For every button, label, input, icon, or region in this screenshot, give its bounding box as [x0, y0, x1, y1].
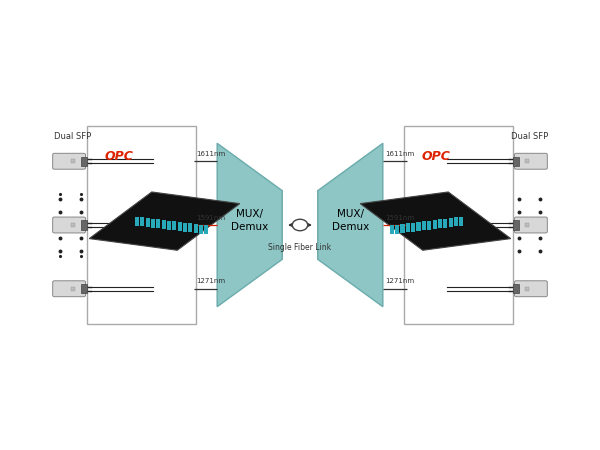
Bar: [513, 220, 519, 230]
Text: MUX/
Demux: MUX/ Demux: [231, 209, 268, 232]
Bar: [422, 221, 426, 230]
Circle shape: [292, 219, 308, 231]
Text: OPC: OPC: [104, 150, 133, 163]
FancyBboxPatch shape: [53, 281, 86, 297]
Bar: [443, 219, 448, 228]
Bar: [178, 222, 182, 231]
Bar: [194, 224, 198, 233]
Bar: [199, 225, 203, 234]
Bar: [156, 219, 160, 228]
Bar: [526, 287, 529, 291]
Text: 1271nm: 1271nm: [196, 278, 225, 284]
Bar: [513, 157, 519, 166]
Text: Dual SFP: Dual SFP: [53, 132, 91, 141]
FancyBboxPatch shape: [514, 281, 547, 297]
FancyBboxPatch shape: [53, 153, 86, 169]
Bar: [416, 222, 421, 231]
Text: 1271nm: 1271nm: [385, 278, 415, 284]
Bar: [172, 221, 176, 230]
Bar: [146, 218, 149, 227]
Bar: [438, 219, 442, 228]
Bar: [433, 220, 437, 229]
Polygon shape: [318, 143, 383, 307]
Polygon shape: [89, 192, 240, 250]
Bar: [183, 223, 187, 231]
Polygon shape: [217, 143, 282, 307]
Bar: [71, 223, 74, 227]
Text: OPC: OPC: [421, 150, 450, 163]
Bar: [188, 223, 193, 232]
Bar: [449, 218, 452, 227]
Bar: [81, 157, 87, 166]
FancyBboxPatch shape: [87, 126, 196, 324]
Bar: [140, 217, 145, 226]
Bar: [167, 220, 171, 230]
Bar: [454, 217, 458, 226]
Bar: [427, 220, 431, 230]
Bar: [205, 225, 208, 234]
Bar: [71, 159, 74, 163]
Bar: [390, 225, 394, 234]
FancyBboxPatch shape: [404, 126, 513, 324]
Bar: [135, 216, 139, 225]
Bar: [81, 220, 87, 230]
Bar: [406, 223, 410, 232]
Bar: [400, 224, 404, 233]
Text: 1611nm: 1611nm: [385, 151, 415, 157]
Bar: [161, 220, 166, 229]
Text: 1591nm: 1591nm: [385, 215, 415, 220]
Text: Single Fiber Link: Single Fiber Link: [268, 243, 332, 252]
Bar: [411, 223, 415, 231]
Bar: [526, 159, 529, 163]
Bar: [395, 225, 399, 234]
FancyBboxPatch shape: [53, 217, 86, 233]
Bar: [526, 223, 529, 227]
Bar: [81, 284, 87, 293]
Bar: [513, 284, 519, 293]
Text: 1591nm: 1591nm: [196, 215, 225, 220]
Bar: [71, 287, 74, 291]
Text: 1611nm: 1611nm: [196, 151, 225, 157]
FancyBboxPatch shape: [514, 153, 547, 169]
Text: Dual SFP: Dual SFP: [511, 132, 548, 141]
Polygon shape: [360, 192, 511, 250]
Bar: [459, 216, 463, 225]
Bar: [151, 219, 155, 228]
Text: MUX/
Demux: MUX/ Demux: [332, 209, 369, 232]
FancyBboxPatch shape: [514, 217, 547, 233]
